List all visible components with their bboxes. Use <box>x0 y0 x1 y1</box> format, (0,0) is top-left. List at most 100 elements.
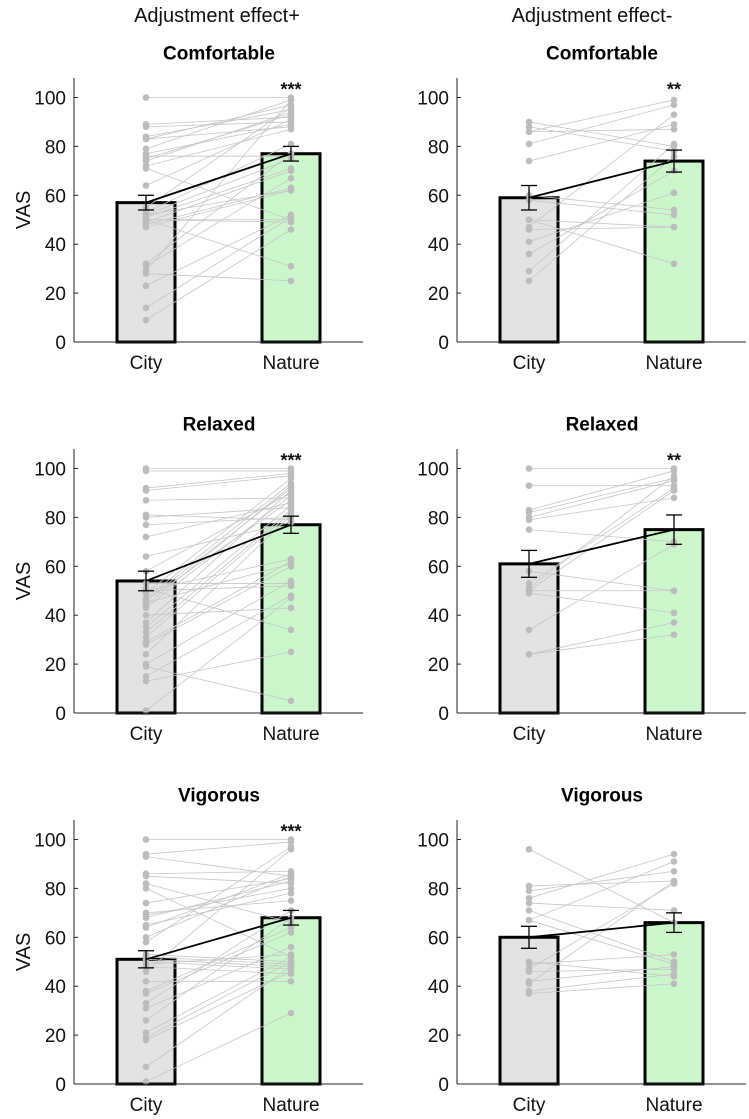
y-tick-label: 40 <box>428 235 449 256</box>
nature-bar <box>643 159 705 344</box>
subject-line <box>145 219 292 223</box>
subject-line <box>145 932 292 994</box>
y-tick-label: 100 <box>417 460 449 481</box>
city-point <box>142 223 150 231</box>
panel-vigorous-negative: Vigorous 0 20 40 60 80 100 City Nature <box>417 786 746 1116</box>
city-point <box>142 641 150 648</box>
city-point <box>142 182 150 189</box>
nature-point <box>670 206 678 214</box>
nature-point <box>287 978 295 985</box>
subject-line <box>145 585 292 592</box>
city-point <box>142 663 150 670</box>
y-tick-label: 60 <box>45 928 66 949</box>
y-tick-label: 20 <box>428 1026 449 1047</box>
city-point <box>142 496 150 504</box>
x-tick-label: Nature <box>262 1095 319 1116</box>
city-point <box>142 611 150 619</box>
subject-line <box>145 497 292 501</box>
nature-point <box>287 594 295 602</box>
subject-line <box>145 848 292 972</box>
subject-line <box>528 475 675 589</box>
subject-line <box>528 592 675 614</box>
subject-line <box>528 961 675 977</box>
city-point <box>525 960 533 968</box>
city-point <box>525 990 533 997</box>
subject-line <box>145 517 292 526</box>
subject-line <box>528 194 675 211</box>
y-tick-label: 20 <box>45 1026 66 1047</box>
nature-point <box>287 218 295 226</box>
subject-line <box>528 490 675 592</box>
y-tick-label: 20 <box>45 284 66 305</box>
subject-line <box>145 475 292 491</box>
subject-line <box>145 666 292 702</box>
y-tick-label: 80 <box>428 137 449 158</box>
nature-point <box>287 563 295 570</box>
nature-point <box>670 609 678 617</box>
y-tick-label: 20 <box>428 655 449 676</box>
nature-point <box>670 101 678 109</box>
subject-line <box>528 853 675 899</box>
nature-point <box>670 963 678 970</box>
city-point <box>142 1017 150 1024</box>
panel-title: Comfortable <box>546 44 658 65</box>
panel-title: Relaxed <box>566 415 639 436</box>
mean-line <box>528 528 675 565</box>
y-tick-label: 20 <box>45 655 66 676</box>
city-point <box>142 629 150 636</box>
city-point <box>142 853 150 860</box>
nature-point <box>670 211 678 219</box>
city-point <box>525 238 533 246</box>
city-point <box>142 94 150 101</box>
nature-point <box>287 577 295 585</box>
y-tick-label: 100 <box>417 831 449 852</box>
nature-point <box>287 482 295 489</box>
subject-line <box>145 477 292 594</box>
subject-line <box>528 870 675 892</box>
y-tick-label: 80 <box>45 879 66 900</box>
city-bar <box>498 562 560 715</box>
subject-line <box>528 968 675 972</box>
subject-line <box>145 504 292 628</box>
nature-point <box>670 619 678 626</box>
city-point <box>525 509 533 516</box>
city-point <box>142 899 150 907</box>
subject-line <box>145 158 292 216</box>
y-tick-label: 100 <box>34 460 66 481</box>
nature-point <box>287 108 295 116</box>
y-tick-label: 40 <box>428 606 449 627</box>
subject-line <box>145 187 292 226</box>
y-tick-label: 0 <box>55 704 66 725</box>
city-point <box>142 968 150 975</box>
subject-line <box>528 170 675 255</box>
city-point <box>525 845 533 853</box>
city-point <box>525 887 533 895</box>
panel-vigorous-positive: Vigorous 0 20 40 60 80 100 City Nature VAS *** <box>13 786 363 1116</box>
x-tick-label: City <box>130 353 163 374</box>
city-point <box>142 304 150 312</box>
y-tick-label: 100 <box>34 831 66 852</box>
panel-comfortable-positive: Comfortable 0 20 40 60 80 100 City Nature VAS *** <box>13 44 363 374</box>
subject-line <box>145 499 292 601</box>
subject-line <box>145 219 292 267</box>
nature-point <box>670 472 678 480</box>
city-point <box>142 880 150 887</box>
x-tick-label: Nature <box>262 353 319 374</box>
nature-point <box>287 872 295 880</box>
city-point <box>525 626 533 634</box>
subject-line <box>145 607 292 616</box>
city-point <box>142 216 150 224</box>
y-tick-label: 80 <box>45 137 66 158</box>
subject-line <box>145 856 292 877</box>
nature-point <box>287 174 295 182</box>
nature-point <box>287 838 295 846</box>
subject-line <box>145 956 292 1034</box>
city-point <box>142 165 150 172</box>
city-point <box>142 934 150 941</box>
subject-line <box>528 880 675 985</box>
nature-point <box>287 604 295 612</box>
subject-line <box>145 873 292 928</box>
nature-point <box>670 494 678 502</box>
city-point <box>142 157 150 165</box>
subject-line <box>145 651 292 682</box>
